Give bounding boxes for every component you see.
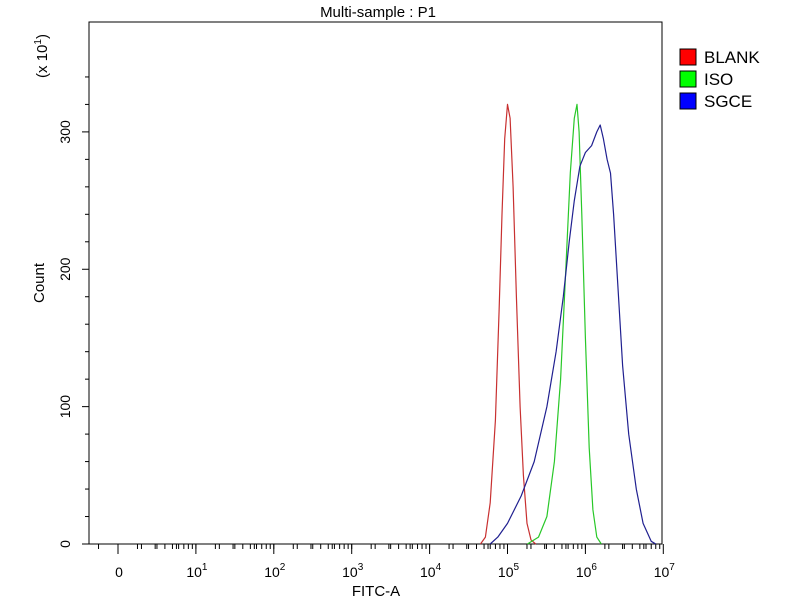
y-tick-label: 0: [57, 540, 73, 548]
x-tick-label: 107: [654, 562, 676, 580]
legend-swatch-iso: [679, 70, 697, 88]
legend-swatch-sgce: [679, 92, 697, 110]
x-tick-label: 105: [498, 562, 520, 580]
series-line-blank: [480, 103, 537, 545]
chart-title: Multi-sample : P1: [320, 4, 436, 21]
legend: BLANK ISO SGCE: [679, 48, 760, 111]
series-lines: [480, 103, 657, 545]
y-multiplier-label: (x 101): [33, 34, 51, 78]
x-tick-label: 0: [115, 564, 123, 580]
x-tick-label: 104: [420, 562, 442, 580]
series-line-iso: [527, 103, 602, 545]
plot-frame: [88, 21, 663, 545]
series-line-sgce: [489, 124, 657, 545]
x-tick-label: 101: [186, 562, 208, 580]
y-axis-label: Count: [31, 262, 48, 303]
legend-swatch-blank: [679, 48, 697, 66]
x-axis: 0 101 102 103 104 105 106 107: [98, 544, 676, 580]
legend-label-blank: BLANK: [704, 48, 760, 67]
y-tick-label: 200: [57, 257, 73, 281]
legend-label-iso: ISO: [704, 70, 733, 89]
x-tick-label: 106: [576, 562, 598, 580]
x-tick-label: 102: [264, 562, 286, 580]
y-axis: 0 100 200 300: [57, 76, 89, 548]
x-tick-label: 103: [342, 562, 364, 580]
legend-label-sgce: SGCE: [704, 92, 752, 111]
y-tick-label: 300: [57, 120, 73, 144]
x-axis-label: FITC-A: [352, 583, 400, 600]
y-tick-label: 100: [57, 395, 73, 419]
